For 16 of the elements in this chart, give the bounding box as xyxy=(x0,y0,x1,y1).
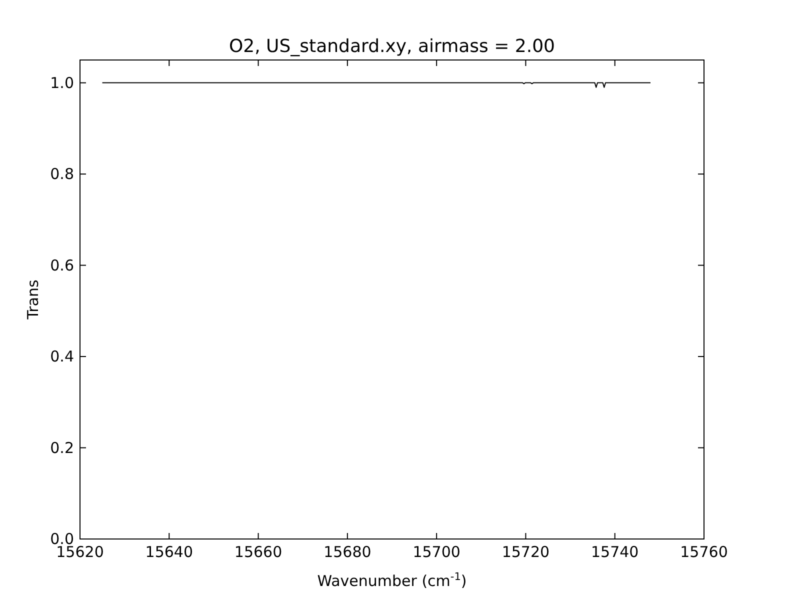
x-tick-label: 15760 xyxy=(680,543,728,561)
chart-title: O2, US_standard.xy, airmass = 2.00 xyxy=(228,36,556,57)
y-tick-label: 0.2 xyxy=(50,438,74,457)
x-tick-label: 15680 xyxy=(324,543,372,561)
x-tick-label: 15700 xyxy=(412,543,460,561)
x-tick-label: 15640 xyxy=(145,543,193,561)
x-axis-title: Wavenumber (cm$^{-1}$) xyxy=(317,571,467,590)
x-tick-label: 15660 xyxy=(234,543,282,561)
y-tick-label: 1.0 xyxy=(50,74,74,92)
y-tick-label: 0.8 xyxy=(50,165,74,184)
x-tick-label: 15720 xyxy=(502,543,550,561)
x-tick-label: 15620 xyxy=(56,543,104,561)
y-tick-label: 0.4 xyxy=(50,348,74,366)
y-tick-label: 0.6 xyxy=(50,256,74,274)
x-tick-label: 15740 xyxy=(591,543,639,561)
y-axis-title: Trans xyxy=(24,279,42,320)
